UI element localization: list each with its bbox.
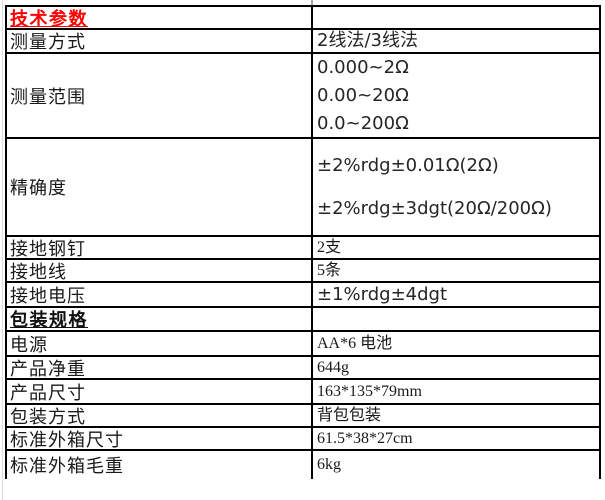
spec-row-measurement-range: 测量范围 0.000~2Ω 0.00~20Ω 0.0~200Ω [7,54,599,139]
spec-value-accuracy: ±2%rdg±0.01Ω(2Ω) ±2%rdg±3dgt(20Ω/200Ω) [313,139,599,235]
spec-value-line: ±2%rdg±3dgt(20Ω/200Ω) [317,197,552,219]
spec-value-line: ±2%rdg±0.01Ω(2Ω) [317,154,499,176]
spec-row-packing-type: 包装方式 背包包装 [7,405,599,428]
spec-value-line: ±1%rdg±4dgt [317,283,448,305]
spec-row-power-supply: 电源 AA*6 电池 [7,332,599,357]
spec-value-ground-nails: 2支 [313,237,599,258]
section-header-row: 技术参数 [7,7,599,30]
spec-value-line: 0.000~2Ω [317,56,409,78]
section-header-technical-params: 技术参数 [10,8,88,29]
spec-value-net-weight: 644g [313,357,599,378]
spec-label-accuracy: 精确度 [10,178,67,198]
spec-label-carton-gross-weight: 标准外箱毛重 [10,456,124,476]
spec-value-ground-wires: 5条 [313,260,599,281]
spec-row-measurement-method: 测量方式 2线法/3线法 [7,30,599,54]
spec-label-ground-wires: 接地线 [10,261,67,282]
spec-value-line: 5条 [317,261,342,279]
spec-value-measurement-method: 2线法/3线法 [313,30,599,52]
spec-value-line: 644g [317,358,349,376]
spec-value-line: 61.5*38*27cm [317,429,413,447]
spec-value-line: AA*6 电池 [317,334,393,352]
faint-gridline-left [2,0,3,500]
spec-label-net-weight: 产品净重 [10,358,86,379]
spec-row-ground-nails: 接地钢钉 2支 [7,237,599,260]
spec-value-line: 0.0~200Ω [317,112,409,134]
spec-value-line: 0.00~20Ω [317,84,409,106]
spec-value-line: 2线法/3线法 [317,30,418,51]
spec-row-ground-voltage: 接地电压 ±1%rdg±4dgt [7,283,599,308]
spec-row-net-weight: 产品净重 644g [7,357,599,380]
spec-label-carton-size: 标准外箱尺寸 [10,429,124,450]
spec-label-measurement-range: 测量范围 [10,86,86,107]
spec-value-line: 2支 [317,238,342,256]
spec-row-product-size: 产品尺寸 163*135*79mm [7,380,599,405]
spec-row-accuracy: 精确度 ±2%rdg±0.01Ω(2Ω) ±2%rdg±3dgt(20Ω/200Ω) [7,139,599,237]
spec-label-ground-nails: 接地钢钉 [10,238,86,259]
spec-value-product-size: 163*135*79mm [313,380,599,403]
spec-row-carton-gross-weight: 标准外箱毛重 6kg [7,451,599,479]
spec-value-line: 163*135*79mm [317,382,422,400]
spec-value-carton-gross-weight: 6kg [313,451,599,479]
faint-gridline-top [311,0,313,6]
spec-row-ground-wires: 接地线 5条 [7,260,599,283]
spec-label-packing-type: 包装方式 [10,406,86,427]
spec-value-line: 6kg [317,456,341,473]
section-header-row: 包装规格 [7,308,599,332]
spec-label-power-supply: 电源 [10,334,48,355]
spec-value-ground-voltage: ±1%rdg±4dgt [313,283,599,306]
spec-value-power-supply: AA*6 电池 [313,332,599,355]
spec-value-packing-type: 背包包装 [313,405,599,426]
empty-cell [313,7,599,28]
spec-table: 技术参数测量方式 2线法/3线法测量范围 0.000~2Ω 0.00~20Ω 0.0~2… [5,5,601,479]
spec-label-product-size: 产品尺寸 [10,382,86,403]
spec-value-measurement-range: 0.000~2Ω 0.00~20Ω 0.0~200Ω [313,54,599,137]
spec-value-line: 背包包装 [317,406,382,424]
spec-value-carton-size: 61.5*38*27cm [313,428,599,449]
empty-cell [313,308,599,330]
spec-label-measurement-method: 测量方式 [10,32,86,52]
spec-row-carton-size: 标准外箱尺寸 61.5*38*27cm [7,428,599,451]
spec-label-ground-voltage: 接地电压 [10,285,86,306]
section-header-packaging-specs: 包装规格 [10,310,88,330]
